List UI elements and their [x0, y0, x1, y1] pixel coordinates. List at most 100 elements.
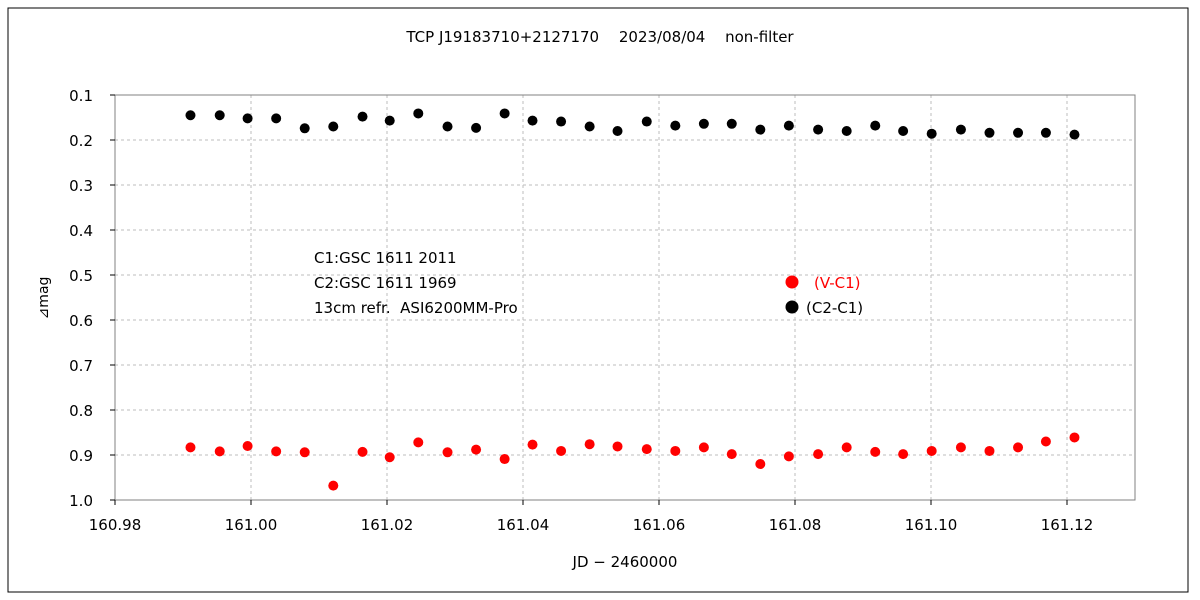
data-point-c2-c1 [556, 116, 567, 127]
data-point-v-c1 [898, 449, 909, 460]
y-tick-label: 0.4 [69, 222, 93, 240]
data-point-v-c1 [185, 442, 196, 453]
data-point-v-c1 [499, 454, 510, 465]
data-points [185, 108, 1080, 491]
data-point-v-c1 [584, 439, 595, 450]
chart-title: TCP J19183710+2127170 2023/08/04 non-fil… [405, 28, 794, 46]
y-tick-label: 0.8 [69, 402, 93, 420]
data-point-v-c1 [527, 439, 538, 450]
data-point-v-c1 [1013, 442, 1024, 453]
legend-label-v-c1: (V-C1) [814, 274, 861, 292]
x-axis-ticks: 160.98 161.00 161.02 161.04 161.06 161.08 161.… [89, 500, 1094, 534]
data-point-c2-c1 [641, 116, 652, 127]
data-point-v-c1 [813, 449, 824, 460]
y-tick-label: 0.9 [69, 447, 93, 465]
data-point-v-c1 [214, 446, 225, 457]
data-point-v-c1 [1069, 432, 1080, 443]
x-tick-label: 161.06 [633, 516, 686, 534]
data-point-c2-c1 [698, 118, 709, 129]
data-point-v-c1 [413, 437, 424, 448]
legend-label-c2-c1: (C2-C1) [806, 299, 863, 317]
data-point-v-c1 [612, 441, 623, 452]
data-point-c2-c1 [783, 120, 794, 131]
x-tick-label: 161.10 [905, 516, 958, 534]
data-point-v-c1 [870, 446, 881, 457]
annotation-c1: C1:GSC 1611 2011 [314, 249, 457, 267]
annotation-block: C1:GSC 1611 2011 C2:GSC 1611 1969 13cm r… [314, 249, 518, 317]
y-tick-label: 0.6 [69, 312, 93, 330]
grid-lines [115, 95, 1135, 500]
y-axis-ticks: 0.1 0.2 0.3 0.4 0.5 0.6 0.7 0.8 0.9 1.0 [69, 87, 115, 510]
legend-marker-v-c1 [785, 275, 799, 289]
y-tick-label: 0.1 [69, 87, 93, 105]
x-tick-label: 161.12 [1041, 516, 1094, 534]
data-point-v-c1 [357, 446, 368, 457]
data-point-c2-c1 [527, 115, 538, 126]
data-point-c2-c1 [299, 123, 310, 134]
data-point-c2-c1 [185, 110, 196, 121]
data-point-c2-c1 [1069, 129, 1080, 140]
data-point-c2-c1 [670, 120, 681, 131]
data-point-c2-c1 [755, 124, 766, 135]
y-tick-label: 1.0 [69, 492, 93, 510]
data-point-c2-c1 [214, 110, 225, 121]
y-axis-label: ⊿mag [36, 277, 52, 320]
x-tick-label: 161.00 [225, 516, 278, 534]
data-point-c2-c1 [384, 115, 395, 126]
legend-marker-c2-c1 [785, 300, 799, 314]
legend: (V-C1) (C2-C1) [785, 274, 863, 317]
data-point-v-c1 [783, 451, 794, 462]
data-point-c2-c1 [1040, 127, 1051, 138]
data-point-c2-c1 [1013, 127, 1024, 138]
data-point-v-c1 [556, 445, 567, 456]
x-tick-label: 161.08 [769, 516, 822, 534]
data-point-v-c1 [242, 441, 253, 451]
data-point-v-c1 [955, 442, 966, 453]
data-point-c2-c1 [898, 126, 909, 136]
x-tick-label: 160.98 [89, 516, 142, 534]
data-point-c2-c1 [870, 120, 881, 131]
data-point-v-c1 [299, 447, 310, 458]
data-point-c2-c1 [584, 121, 595, 132]
x-tick-label: 161.02 [361, 516, 414, 534]
data-point-v-c1 [471, 444, 482, 455]
data-point-c2-c1 [813, 124, 824, 135]
data-point-c2-c1 [328, 121, 339, 132]
data-point-v-c1 [755, 459, 766, 469]
x-tick-label: 161.04 [497, 516, 550, 534]
data-point-c2-c1 [726, 118, 737, 129]
data-point-v-c1 [698, 442, 709, 453]
data-point-c2-c1 [471, 122, 482, 133]
y-tick-label: 0.5 [69, 267, 93, 285]
data-point-v-c1 [641, 444, 652, 455]
y-tick-label: 0.2 [69, 132, 93, 150]
y-tick-label: 0.7 [69, 357, 93, 375]
data-point-v-c1 [670, 445, 681, 456]
data-point-c2-c1 [442, 121, 453, 132]
data-point-v-c1 [926, 445, 937, 456]
annotation-c2: C2:GSC 1611 1969 [314, 274, 457, 292]
data-point-c2-c1 [357, 111, 368, 122]
data-point-v-c1 [384, 452, 395, 463]
data-point-v-c1 [328, 480, 339, 491]
annotation-telescope: 13cm refr. ASI6200MM-Pro [314, 299, 518, 317]
data-point-v-c1 [984, 445, 995, 456]
x-axis-label: JD − 2460000 [572, 553, 678, 571]
data-point-v-c1 [271, 446, 282, 457]
chart-border [7, 7, 1189, 593]
data-point-v-c1 [442, 447, 453, 458]
data-point-c2-c1 [271, 113, 282, 124]
data-point-c2-c1 [612, 126, 623, 136]
data-point-c2-c1 [955, 124, 966, 135]
y-tick-label: 0.3 [69, 177, 93, 195]
data-point-v-c1 [1040, 436, 1051, 447]
plot-area [114, 94, 1136, 501]
data-point-c2-c1 [926, 128, 937, 139]
data-point-c2-c1 [841, 126, 852, 136]
data-point-v-c1 [841, 442, 852, 453]
data-point-v-c1 [726, 449, 737, 460]
data-point-c2-c1 [413, 108, 424, 119]
